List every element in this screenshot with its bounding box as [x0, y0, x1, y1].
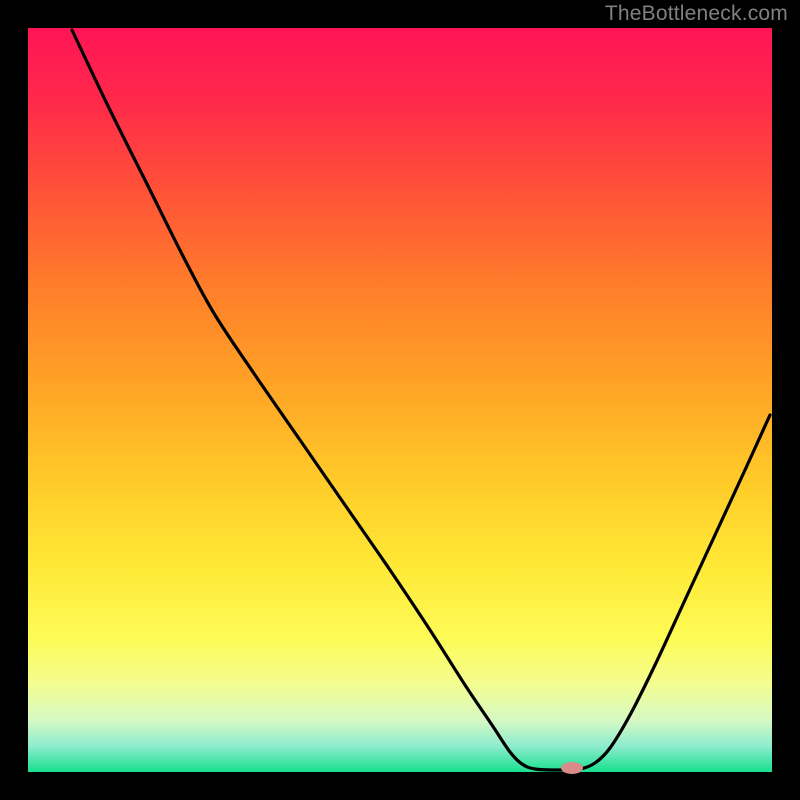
- watermark-text: TheBottleneck.com: [605, 2, 788, 26]
- chart-background-gradient: [28, 28, 772, 772]
- curve-marker: [561, 762, 583, 774]
- chart-frame: TheBottleneck.com: [0, 0, 800, 800]
- bottleneck-chart: [0, 0, 800, 800]
